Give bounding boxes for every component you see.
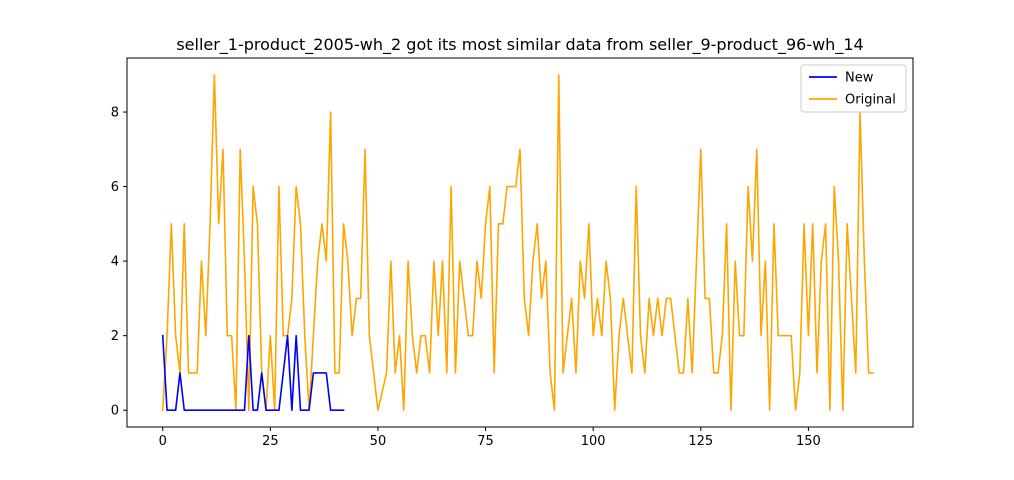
y-tick-label: 8 [111, 106, 119, 121]
series-line-original [161, 73, 874, 412]
x-tick-label: 0 [159, 434, 167, 449]
x-tick-label: 100 [581, 434, 606, 449]
axes-frame [126, 57, 914, 428]
y-tick-label: 2 [111, 329, 119, 344]
y-tick-label: 6 [111, 180, 119, 195]
chart-title: seller_1-product_2005-wh_2 got its most … [176, 35, 863, 55]
x-tick-label: 125 [688, 434, 713, 449]
x-tick-label: 150 [796, 434, 821, 449]
y-tick-label: 0 [111, 404, 119, 419]
x-tick-label: 50 [370, 434, 387, 449]
x-tick-label: 75 [477, 434, 494, 449]
series-line-new [161, 334, 345, 412]
legend-label-original: Original [845, 93, 896, 108]
plot-area [161, 73, 874, 412]
axes: 0 25 50 75 100 125 150 0 2 4 6 8 [111, 57, 914, 449]
y-tick-label: 4 [111, 255, 119, 270]
legend-label-new: New [845, 71, 874, 86]
legend: New Original [800, 64, 907, 113]
x-tick-label: 25 [262, 434, 279, 449]
